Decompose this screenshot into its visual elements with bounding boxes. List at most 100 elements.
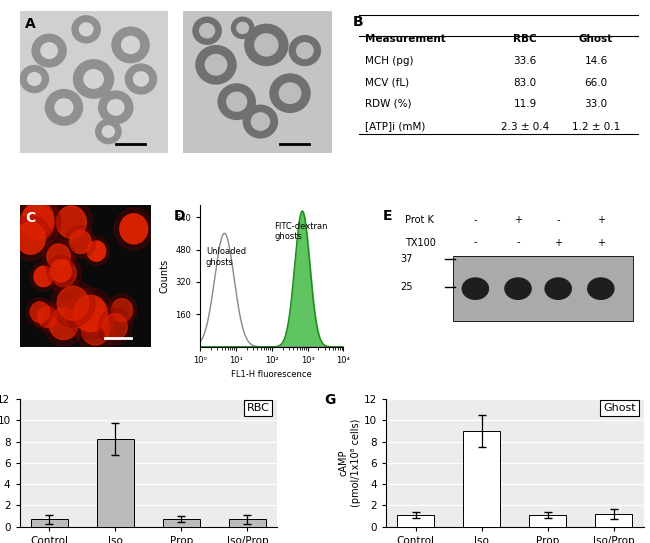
- Circle shape: [51, 199, 92, 245]
- Circle shape: [10, 216, 51, 261]
- Circle shape: [46, 254, 81, 292]
- Text: G: G: [324, 393, 335, 407]
- Circle shape: [242, 105, 278, 138]
- Circle shape: [16, 222, 46, 254]
- Text: MCH (pg): MCH (pg): [365, 56, 413, 66]
- Circle shape: [47, 244, 70, 269]
- Text: E: E: [382, 209, 392, 223]
- Circle shape: [51, 260, 72, 282]
- Circle shape: [14, 197, 60, 248]
- Ellipse shape: [462, 277, 489, 300]
- Circle shape: [17, 195, 60, 241]
- Text: Prot K: Prot K: [405, 215, 434, 225]
- Circle shape: [73, 59, 114, 99]
- Text: D: D: [174, 209, 186, 223]
- Text: +: +: [597, 215, 605, 225]
- Circle shape: [34, 266, 53, 287]
- Circle shape: [269, 73, 311, 113]
- Bar: [229, 519, 266, 527]
- Circle shape: [192, 16, 222, 45]
- Circle shape: [73, 295, 107, 332]
- Text: A: A: [25, 16, 36, 30]
- Circle shape: [38, 306, 57, 327]
- Text: Measurement: Measurement: [365, 34, 446, 43]
- Circle shape: [296, 42, 314, 59]
- Text: 66.0: 66.0: [584, 78, 608, 87]
- Circle shape: [79, 22, 94, 36]
- Circle shape: [120, 214, 148, 244]
- Bar: [397, 515, 434, 527]
- Circle shape: [244, 24, 289, 66]
- Circle shape: [20, 65, 49, 93]
- Circle shape: [199, 23, 215, 39]
- Circle shape: [27, 72, 42, 86]
- Bar: [595, 514, 632, 527]
- Circle shape: [45, 89, 83, 126]
- Circle shape: [31, 34, 67, 68]
- Circle shape: [86, 306, 109, 331]
- Circle shape: [65, 225, 96, 258]
- Circle shape: [20, 204, 54, 241]
- Circle shape: [114, 208, 153, 250]
- Text: Ghost: Ghost: [579, 34, 613, 43]
- Circle shape: [31, 302, 49, 323]
- Circle shape: [40, 42, 58, 59]
- Circle shape: [70, 230, 91, 254]
- Circle shape: [34, 302, 60, 331]
- Circle shape: [67, 288, 114, 339]
- Circle shape: [107, 294, 137, 326]
- Text: -: -: [516, 237, 520, 248]
- Text: 11.9: 11.9: [514, 99, 537, 109]
- Ellipse shape: [544, 277, 572, 300]
- Text: RBC: RBC: [247, 403, 270, 413]
- Circle shape: [111, 299, 133, 321]
- Circle shape: [87, 241, 106, 261]
- Circle shape: [43, 302, 84, 346]
- Circle shape: [51, 279, 95, 327]
- Text: +: +: [597, 237, 605, 248]
- Text: C: C: [25, 211, 35, 225]
- Circle shape: [236, 22, 249, 34]
- Circle shape: [289, 35, 321, 66]
- Text: 83.0: 83.0: [514, 78, 537, 87]
- Text: -: -: [474, 237, 477, 248]
- Y-axis label: Counts: Counts: [160, 259, 170, 293]
- Text: TX100: TX100: [405, 237, 436, 248]
- Circle shape: [251, 112, 270, 131]
- Circle shape: [125, 64, 157, 94]
- X-axis label: FL1-H fluorescence: FL1-H fluorescence: [231, 370, 312, 380]
- Circle shape: [57, 286, 88, 320]
- Bar: [463, 431, 500, 527]
- Text: RBC: RBC: [514, 34, 537, 43]
- Circle shape: [51, 260, 76, 287]
- Text: RDW (%): RDW (%): [365, 99, 411, 109]
- Circle shape: [57, 206, 86, 238]
- Text: 37: 37: [400, 254, 413, 264]
- Text: 14.6: 14.6: [584, 56, 608, 66]
- Text: 2.3 ± 0.4: 2.3 ± 0.4: [501, 122, 549, 131]
- Circle shape: [111, 27, 150, 64]
- Circle shape: [83, 69, 104, 89]
- Y-axis label: cAMP
(pmol/1x10⁸ cells): cAMP (pmol/1x10⁸ cells): [339, 419, 361, 507]
- Text: 25: 25: [400, 282, 413, 292]
- Circle shape: [47, 255, 75, 286]
- Bar: [163, 519, 200, 527]
- Circle shape: [95, 119, 122, 144]
- Circle shape: [42, 239, 75, 274]
- Circle shape: [205, 54, 228, 75]
- Circle shape: [195, 45, 237, 85]
- Circle shape: [98, 308, 132, 345]
- Text: +: +: [554, 237, 562, 248]
- Circle shape: [76, 309, 115, 351]
- Circle shape: [81, 301, 114, 336]
- Text: FITC-dextran
ghosts: FITC-dextran ghosts: [274, 222, 328, 241]
- Text: -: -: [556, 215, 560, 225]
- Circle shape: [55, 98, 73, 117]
- Ellipse shape: [504, 277, 532, 300]
- Circle shape: [218, 83, 256, 120]
- Bar: [530, 515, 566, 527]
- Ellipse shape: [587, 277, 615, 300]
- Circle shape: [101, 125, 115, 138]
- Text: Unloaded
ghosts: Unloaded ghosts: [206, 248, 246, 267]
- Circle shape: [107, 99, 125, 116]
